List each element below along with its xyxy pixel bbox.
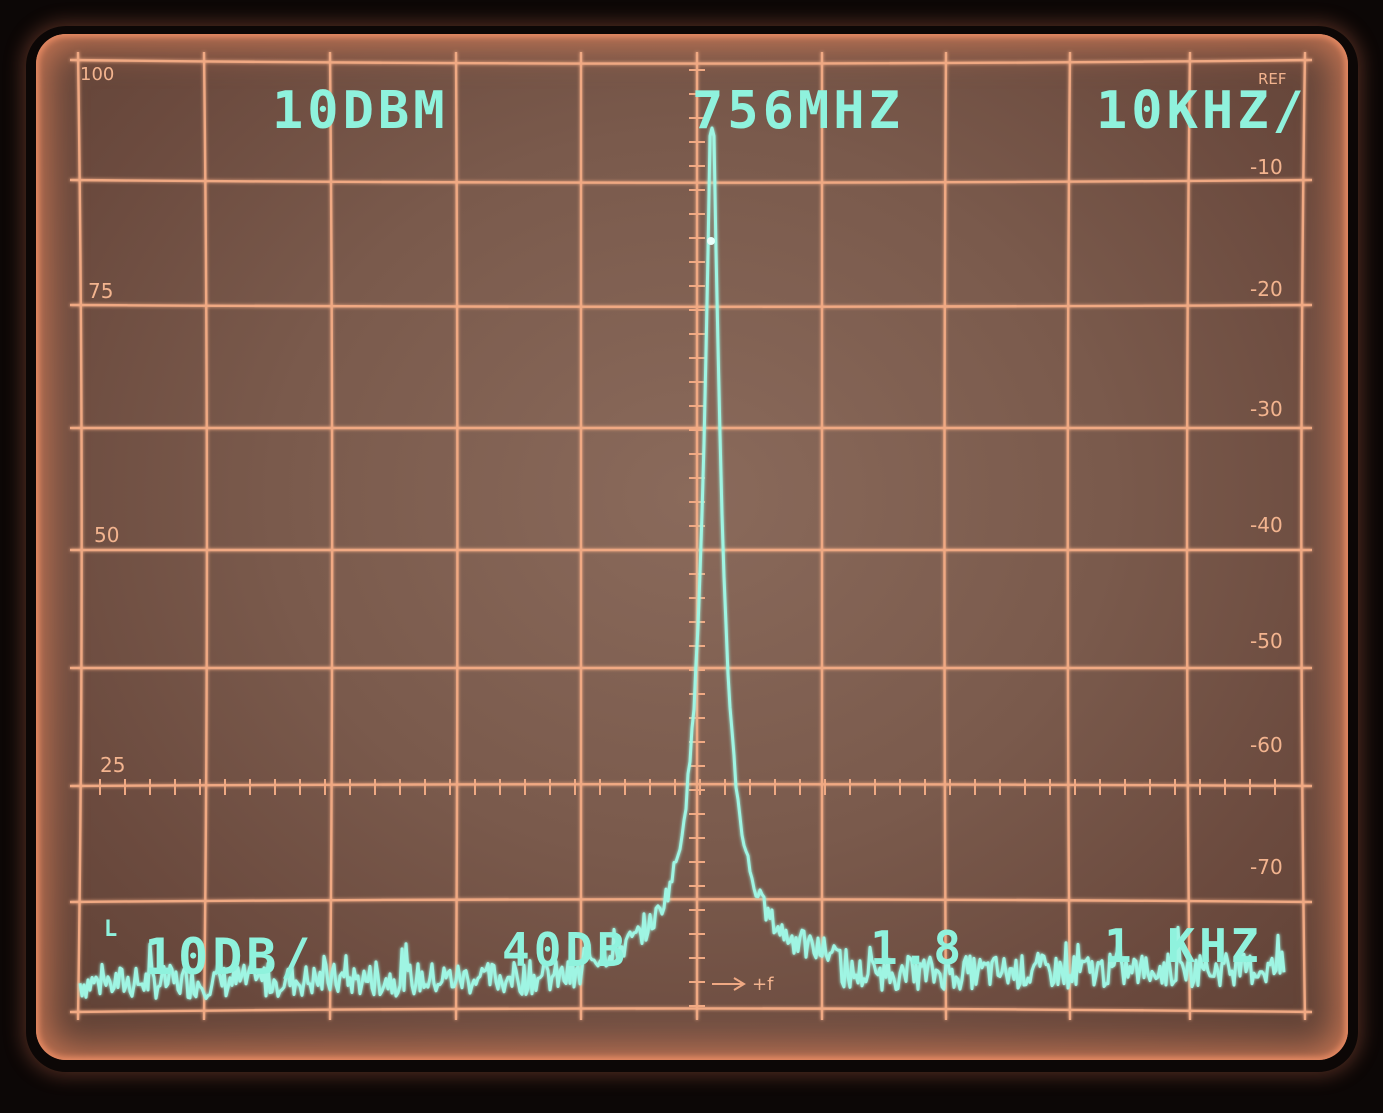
graticule-horizontal-line <box>69 898 1313 904</box>
right-scale-ref: REF <box>1258 70 1287 88</box>
sweep-readout: 1.8 <box>870 921 965 975</box>
right-scale-label: -70 <box>1250 855 1283 879</box>
graticule-horizontal-line <box>69 426 1313 431</box>
graticule-horizontal-line <box>69 1007 1313 1014</box>
graticule-vertical-line <box>454 51 459 1021</box>
graticule-horizontal-line <box>69 782 1313 788</box>
right-scale-label: -50 <box>1250 629 1283 653</box>
graticule-vertical-line <box>943 51 948 1021</box>
right-scale-label: -60 <box>1250 733 1283 757</box>
graticule-vertical-line <box>76 51 83 1021</box>
ref-level-readout: 10DBM <box>272 81 449 141</box>
graticule-horizontal-line <box>69 303 1313 308</box>
graticule-horizontal-line <box>69 665 1313 670</box>
left-scale-50: 50 <box>94 523 119 547</box>
graticule-ticks <box>99 69 1276 1007</box>
graticule-vertical-line <box>328 51 334 1021</box>
crt-screen <box>36 34 1348 1060</box>
marker-dot <box>707 237 715 245</box>
right-scale-label: -20 <box>1250 277 1283 301</box>
span-readout: 10KHZ/ <box>1096 81 1308 141</box>
scale-per-div-readout: 10DB/ <box>144 928 315 986</box>
graticule-vertical-line <box>1066 51 1072 1021</box>
graticule-horizontal-line <box>69 178 1313 184</box>
left-scale-100: 100 <box>80 64 114 85</box>
resolution-bw-readout: 1 KHZ <box>1104 919 1262 973</box>
bottom-prefix: L <box>104 917 121 942</box>
graticule-grid <box>69 51 1313 1021</box>
graticule-vertical-line <box>1185 51 1192 1021</box>
center-frequency-readout: 756MHZ <box>692 81 904 141</box>
spectrum-trace <box>78 126 1286 1000</box>
graticule-vertical-line <box>579 51 583 1021</box>
left-scale-25: 25 <box>100 753 125 777</box>
frequency-arrow-icon <box>712 977 746 991</box>
left-scale-75: 75 <box>88 279 113 303</box>
right-scale-label: -40 <box>1250 513 1283 537</box>
graticule-horizontal-line <box>69 58 1313 65</box>
graticule-vertical-line <box>1300 51 1307 1021</box>
right-scale-label: -30 <box>1250 397 1283 421</box>
attenuation-readout: 40DB <box>502 923 629 977</box>
frequency-arrow-label: +f <box>752 974 774 995</box>
right-scale-labels: -10 -20 -30 -40 -50 -60 -70 <box>1250 155 1283 879</box>
right-scale-label: -10 <box>1250 155 1283 179</box>
graticule-vertical-line <box>820 51 824 1021</box>
graticule-vertical-line <box>202 51 209 1021</box>
